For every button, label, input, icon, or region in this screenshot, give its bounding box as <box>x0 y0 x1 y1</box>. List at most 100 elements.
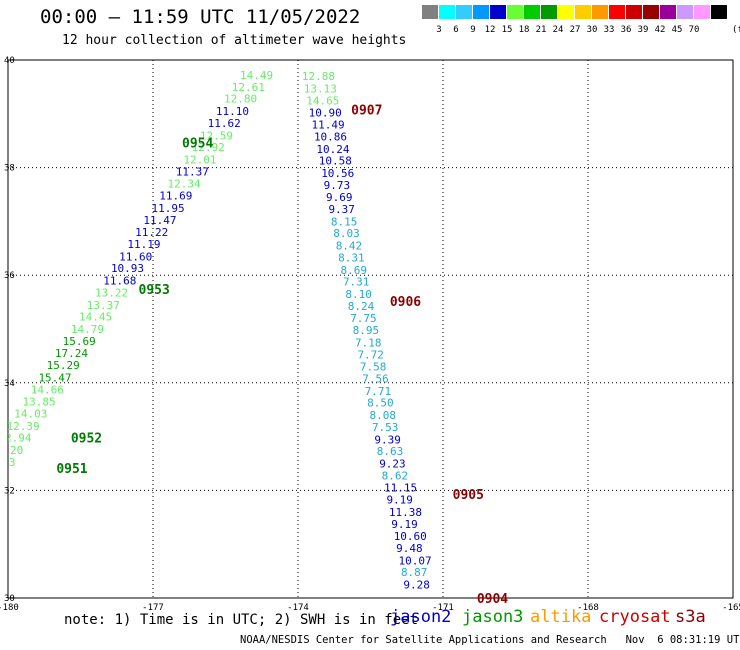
satellite-jason2: jason2 <box>390 607 452 627</box>
wave-height-value: 10.07 <box>399 554 432 567</box>
wave-height-value: 15.47 <box>38 371 71 384</box>
satellite-jason3: jason3 <box>462 607 524 627</box>
wave-height-value: 7.72 <box>357 348 384 361</box>
wave-height-value: 12.94 <box>0 432 32 445</box>
legend-swatch <box>592 5 608 19</box>
satellite-cryosat: cryosat <box>599 607 671 627</box>
wave-height-value: 11.37 <box>176 165 209 178</box>
lat-tick-label: 40 <box>4 56 15 66</box>
wave-height-value: 8.31 <box>338 251 365 264</box>
legend-label: 18 <box>518 25 530 35</box>
legend-swatch <box>456 5 472 19</box>
track-values: 12.8813.1314.6510.9011.4910.8610.2410.58… <box>0 69 432 592</box>
legend-label: 3 <box>436 25 442 35</box>
legend-label: 24 <box>552 25 564 35</box>
wave-height-value: 8.69 <box>341 264 368 277</box>
legend-label: 15 <box>501 25 513 35</box>
wave-height-value: 9.39 <box>374 433 401 446</box>
lon-tick-label: -174 <box>287 603 309 613</box>
wave-height-value: 11.95 <box>152 202 185 215</box>
satellite-s3a: s3a <box>675 607 706 627</box>
wave-height-value: 7.71 <box>365 385 392 398</box>
wave-height-value: 8.15 <box>331 215 358 228</box>
wave-height-value: 13.20 <box>0 444 23 457</box>
wave-height-value: 8.63 <box>377 445 404 458</box>
pass-label: 0953 <box>139 283 170 298</box>
pass-label: 0907 <box>351 103 382 118</box>
wave-height-value: 12.01 <box>183 154 216 167</box>
legend-label: 6 <box>453 25 459 35</box>
wave-height-value: 9.19 <box>391 518 418 531</box>
wave-height-value: 7.53 <box>372 421 399 434</box>
wave-height-value: 7.18 <box>355 336 382 349</box>
page-title: 00:00 – 11:59 UTC 11/05/2022 <box>40 6 361 28</box>
lat-tick-label: 38 <box>4 164 15 174</box>
legend-label: 12 <box>484 25 496 35</box>
legend-swatch <box>609 5 625 19</box>
legend-swatch <box>439 5 455 19</box>
footer-credit: NOAA/NESDIS Center for Satellite Applica… <box>240 634 740 646</box>
wave-height-value: 12.61 <box>232 81 265 94</box>
legend-label: 9 <box>470 25 476 35</box>
wave-height-value: 11.62 <box>208 117 241 130</box>
wave-height-value: 13.37 <box>87 299 120 312</box>
wave-height-value: 10.56 <box>321 167 354 180</box>
wave-height-value: 13.85 <box>23 396 56 409</box>
wave-height-value: 12.39 <box>7 420 40 433</box>
wave-height-value: 8.10 <box>345 288 372 301</box>
lat-tick-label: 36 <box>4 271 15 281</box>
pass-label: 0951 <box>56 462 87 477</box>
wave-height-value: 11.38 <box>389 506 422 519</box>
wave-height-value: 12.59 <box>200 129 233 142</box>
wave-height-value: 12.88 <box>302 70 335 83</box>
legend-label: 27 <box>569 25 581 35</box>
pass-label: 0954 <box>182 136 213 151</box>
wave-height-value: 10.93 <box>111 262 144 275</box>
wave-height-value: 11.47 <box>143 214 176 227</box>
legend-swatch <box>524 5 540 19</box>
wave-height-value: 14.79 <box>71 323 104 336</box>
wave-height-value: 11.10 <box>216 105 249 118</box>
legend-swatch <box>422 5 438 19</box>
wave-height-value: 7.75 <box>350 312 377 325</box>
wave-height-value: 11.60 <box>119 250 152 263</box>
wave-height-value: 9.28 <box>403 579 430 592</box>
lon-tick-label: -177 <box>142 603 164 613</box>
lon-tick-label: -165 <box>722 603 740 613</box>
legend-label: 36 <box>620 25 632 35</box>
wave-height-value: 12.80 <box>224 93 257 106</box>
wave-height-value: 12.34 <box>168 178 201 191</box>
legend-swatch <box>575 5 591 19</box>
lon-tick-label: -171 <box>432 603 454 613</box>
legend-label: 45 <box>671 25 683 35</box>
wave-height-value: 10.60 <box>394 530 427 543</box>
wave-height-value: 15.69 <box>63 335 96 348</box>
wave-height-value: 14.65 <box>306 94 339 107</box>
wave-height-value: 7.56 <box>362 372 389 385</box>
wave-height-value: 8.50 <box>367 397 394 410</box>
wave-height-value: 8.03 <box>333 227 360 240</box>
map-frame <box>7 59 734 599</box>
lon-tick-label: -168 <box>577 603 599 613</box>
wave-height-value: 9.69 <box>326 191 353 204</box>
legend-label: 33 <box>603 25 615 35</box>
wave-height-value: 11.19 <box>127 238 160 251</box>
pass-label: 0905 <box>453 488 484 503</box>
pass-label: 0952 <box>71 432 102 447</box>
wave-height-value: 11.22 <box>135 226 168 239</box>
wave-height-value: 13.22 <box>95 286 128 299</box>
wave-height-value: 10.90 <box>309 107 342 120</box>
wave-height-value: 9.73 <box>324 179 351 192</box>
wave-height-value: 9.48 <box>396 542 423 555</box>
legend-label: 42 <box>654 25 666 35</box>
wave-height-value: 9.19 <box>386 494 413 507</box>
wave-height-value: 9.23 <box>379 458 406 471</box>
wave-height-value: 8.62 <box>382 469 409 482</box>
lat-tick-label: 30 <box>4 594 15 604</box>
lat-tick-label: 34 <box>4 379 15 389</box>
legend-swatch <box>507 5 523 19</box>
legend-label: 30 <box>586 25 598 35</box>
wave-height-value: 12.68 <box>0 468 7 481</box>
satellite-altika: altika <box>530 607 592 627</box>
